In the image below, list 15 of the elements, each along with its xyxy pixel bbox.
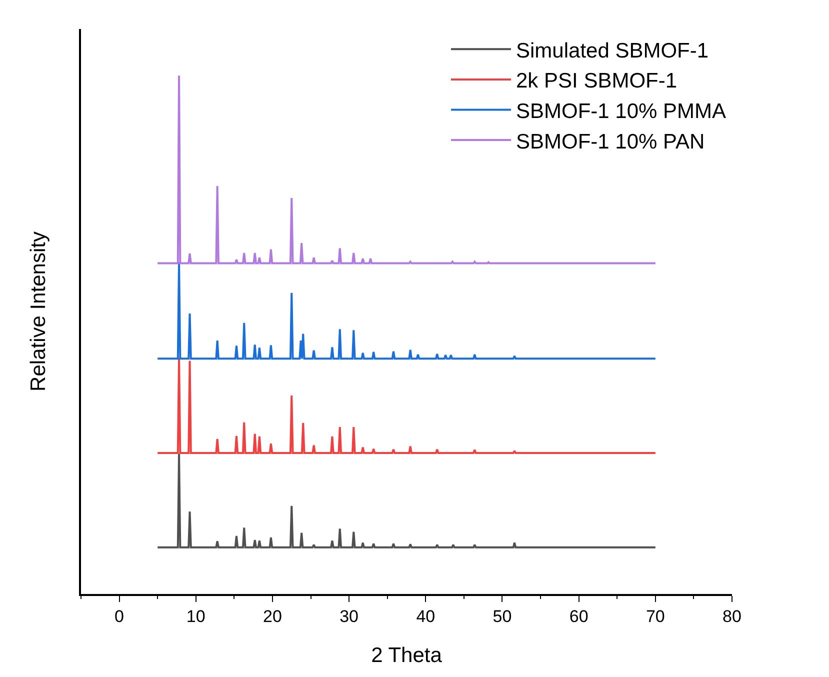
x-tick-label: 50	[492, 607, 512, 626]
x-tick-label: 30	[340, 607, 359, 626]
x-tick-label: 20	[263, 607, 282, 626]
legend-label: SBMOF-1 10% PAN	[516, 130, 705, 154]
legend-label: SBMOF-1 10% PMMA	[516, 100, 726, 123]
y-axis-title: Relative Intensity	[26, 231, 50, 392]
x-tick-label: 80	[722, 607, 742, 626]
x-tick-label: 40	[416, 607, 436, 626]
x-axis-title: 2 Theta	[371, 644, 442, 667]
x-tick-label: 10	[186, 607, 206, 626]
x-tick-label: 60	[569, 607, 588, 626]
x-tick-label: 0	[114, 607, 124, 626]
x-tick-label: 70	[646, 607, 665, 626]
legend-label: Simulated SBMOF-1	[516, 39, 709, 62]
legend-label: 2k PSI SBMOF-1	[516, 70, 678, 93]
